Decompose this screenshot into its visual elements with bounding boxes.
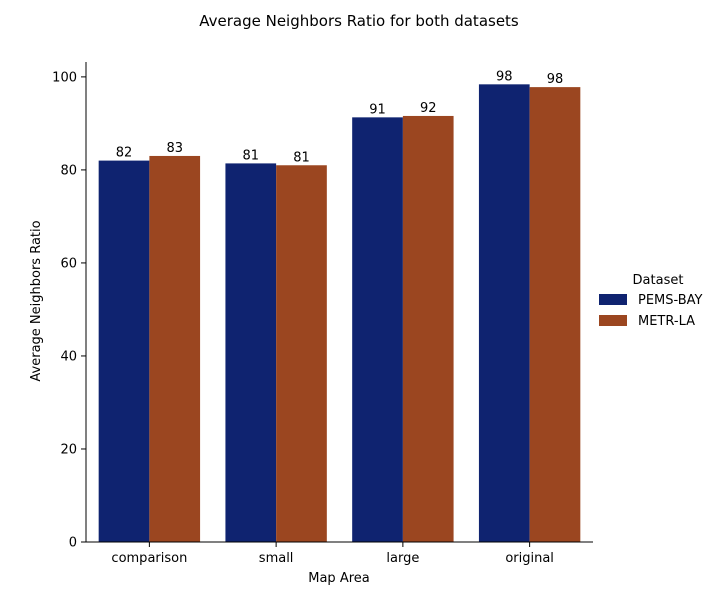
bar bbox=[478, 84, 530, 542]
y-tick-label: 100 bbox=[52, 70, 77, 85]
bar-value-label: 91 bbox=[369, 102, 386, 117]
legend: Dataset PEMS-BAY METR-LA bbox=[599, 273, 703, 329]
y-axis-label: Average Neighbors Ratio bbox=[29, 220, 44, 381]
bars-group bbox=[98, 84, 581, 543]
bar-value-label: 81 bbox=[293, 150, 310, 165]
bar-value-label: 98 bbox=[547, 72, 564, 87]
legend-swatch bbox=[599, 315, 627, 326]
legend-label: PEMS-BAY bbox=[638, 293, 703, 308]
x-tick-label: large bbox=[386, 551, 419, 566]
x-tick-label: small bbox=[259, 551, 294, 566]
legend-label: METR-LA bbox=[638, 314, 695, 329]
bar-value-label: 83 bbox=[166, 141, 183, 156]
bar bbox=[98, 160, 150, 542]
bar bbox=[149, 155, 201, 542]
bar bbox=[402, 115, 454, 542]
bar bbox=[529, 87, 581, 543]
bar-value-label: 82 bbox=[116, 146, 133, 161]
bar bbox=[276, 165, 327, 542]
y-tick-label: 40 bbox=[60, 349, 77, 364]
bar-value-label: 98 bbox=[496, 69, 513, 84]
bar bbox=[225, 163, 277, 542]
bar-value-label: 92 bbox=[420, 101, 437, 116]
x-tick-label: comparison bbox=[111, 551, 187, 566]
chart-title: Average Neighbors Ratio for both dataset… bbox=[199, 12, 519, 30]
y-tick-label: 80 bbox=[60, 163, 77, 178]
x-tick-label: original bbox=[505, 551, 554, 566]
x-axis-label: Map Area bbox=[308, 571, 369, 586]
y-tick-label: 60 bbox=[60, 256, 77, 271]
bar bbox=[352, 117, 403, 542]
axes-group: comparison small large original 0 20 40 60 80 100 bbox=[52, 62, 593, 566]
bar-labels-group: 82 83 81 81 91 92 98 98 bbox=[116, 69, 563, 165]
legend-swatch bbox=[599, 294, 627, 305]
legend-title: Dataset bbox=[633, 273, 684, 288]
y-tick-label: 20 bbox=[60, 442, 77, 457]
bar-value-label: 81 bbox=[243, 148, 260, 163]
y-tick-label: 0 bbox=[69, 536, 77, 551]
